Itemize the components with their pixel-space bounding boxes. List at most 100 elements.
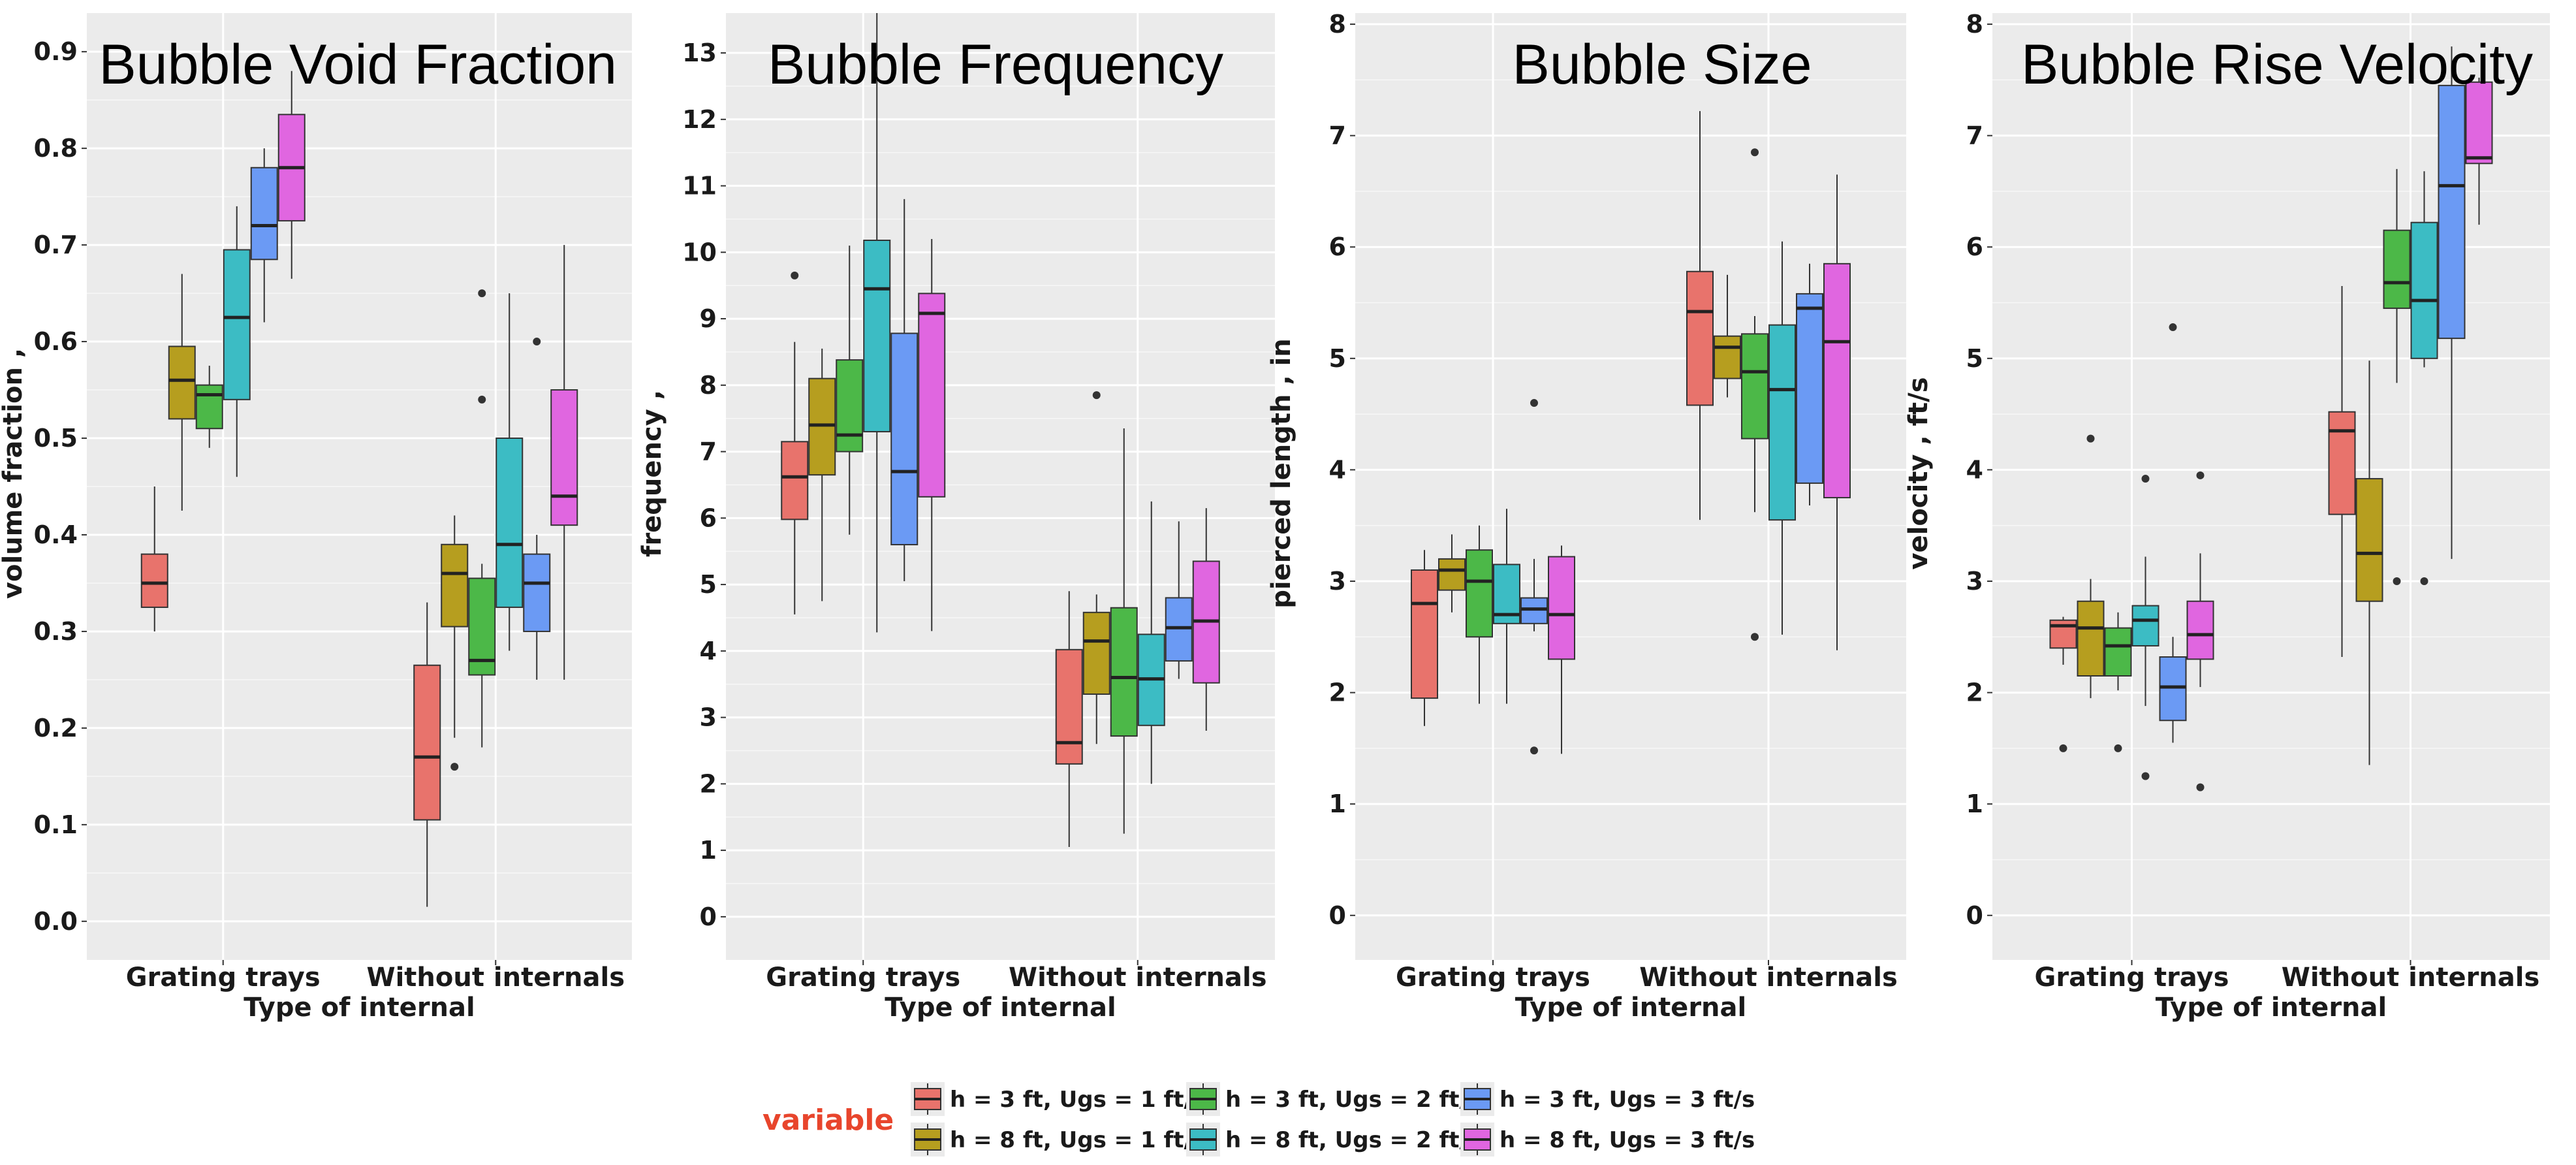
box-iqr bbox=[1741, 333, 1768, 439]
box-iqr bbox=[523, 553, 551, 632]
legend-title: variable bbox=[762, 1104, 894, 1137]
y-tick-label: 0.6 bbox=[34, 327, 78, 356]
box-4-without-internals bbox=[2410, 171, 2438, 585]
outlier-point bbox=[2086, 434, 2095, 443]
panel-title: Bubble Frequency bbox=[768, 33, 1223, 96]
legend-entry: h = 8 ft, Ugs = 3 ft/s bbox=[1460, 1123, 1755, 1157]
box-iqr bbox=[441, 543, 469, 628]
box-4-without-internals bbox=[1137, 501, 1165, 784]
outlier-point bbox=[1751, 633, 1759, 641]
chart-panel-1: 0.0 0.1 0.2 0.3 0.4 0.5 0.6 0.7 0.8 0.9 Grating tr… bbox=[0, 13, 632, 1023]
box-iqr bbox=[1520, 597, 1548, 624]
y-tick-label: 7 bbox=[1966, 121, 1983, 150]
box-iqr bbox=[2186, 600, 2214, 660]
chart-panel-3: 0 1 2 3 4 5 6 7 8 Grating trays Without internals B… bbox=[1266, 10, 1906, 1023]
y-tick-label: 4 bbox=[1966, 455, 1983, 484]
y-tick-label: 0.0 bbox=[34, 907, 78, 936]
box-iqr bbox=[195, 384, 223, 430]
box-3-without-internals bbox=[468, 289, 496, 748]
outlier-point bbox=[1092, 391, 1101, 400]
box-iqr bbox=[918, 293, 946, 498]
box-6-without-internals bbox=[1823, 174, 1851, 650]
box-1-without-internals bbox=[2328, 285, 2356, 657]
box-iqr bbox=[250, 167, 278, 261]
box-iqr bbox=[2410, 221, 2438, 359]
y-tick-label: 0 bbox=[1329, 901, 1346, 930]
box-2-without-internals bbox=[1714, 274, 1741, 398]
box-6-grating-trays bbox=[918, 238, 946, 631]
outlier-point bbox=[1530, 399, 1538, 407]
box-2-grating-trays bbox=[168, 274, 196, 511]
box-3-without-internals bbox=[2383, 168, 2411, 585]
box-iqr bbox=[808, 377, 836, 476]
box-iqr bbox=[863, 240, 891, 433]
x-tick-label: Grating trays bbox=[1396, 963, 1590, 993]
y-tick-label: 8 bbox=[1329, 10, 1346, 39]
y-tick-label: 0 bbox=[700, 902, 717, 931]
x-axis-label: Type of internal bbox=[2156, 993, 2387, 1023]
x-tick-label: Without internals bbox=[366, 963, 625, 993]
box-5-without-internals bbox=[1165, 521, 1193, 679]
box-iqr bbox=[550, 389, 578, 526]
legend-entry: h = 8 ft, Ugs = 1 ft/s bbox=[911, 1123, 1205, 1157]
box-4-without-internals bbox=[1768, 241, 1796, 635]
y-tick-label: 5 bbox=[1966, 344, 1983, 373]
y-tick-label: 2 bbox=[1966, 678, 1983, 707]
box-iqr bbox=[2131, 605, 2160, 646]
y-tick-label: 2 bbox=[700, 769, 717, 798]
box-iqr bbox=[2383, 229, 2411, 310]
y-tick-label: 10 bbox=[682, 238, 717, 266]
box-2-without-internals bbox=[1082, 391, 1110, 744]
box-3-grating-trays bbox=[836, 246, 864, 535]
x-tick-label: Without internals bbox=[2282, 963, 2540, 993]
y-tick-label: 1 bbox=[1329, 790, 1346, 818]
box-iqr bbox=[836, 359, 864, 453]
legend-label: h = 8 ft, Ugs = 1 ft/s bbox=[950, 1127, 1205, 1153]
y-tick-label: 3 bbox=[700, 703, 717, 732]
y-tick-label: 3 bbox=[1966, 567, 1983, 596]
y-axis-label: volume fraction , bbox=[0, 348, 28, 599]
y-axis-label: velocity , ft/s bbox=[1904, 377, 1934, 570]
box-iqr bbox=[2328, 411, 2356, 515]
box-6-without-internals bbox=[1192, 508, 1220, 731]
outlier-point bbox=[1530, 746, 1538, 755]
y-tick-label: 7 bbox=[700, 438, 717, 466]
box-1-grating-trays bbox=[1411, 550, 1438, 726]
outlier-point bbox=[2169, 323, 2177, 332]
outlier-point bbox=[2196, 783, 2205, 791]
y-tick-label: 5 bbox=[700, 570, 717, 599]
box-iqr bbox=[1110, 607, 1138, 737]
outlier-point bbox=[478, 395, 486, 404]
legend-label: h = 8 ft, Ugs = 2 ft/s bbox=[1225, 1127, 1481, 1153]
box-6-grating-trays bbox=[277, 71, 306, 279]
x-axis-label: Type of internal bbox=[243, 993, 475, 1023]
y-tick-label: 9 bbox=[700, 304, 717, 333]
box-iqr bbox=[1768, 324, 1796, 521]
box-3-grating-trays bbox=[1466, 525, 1493, 704]
outlier-point bbox=[2420, 577, 2428, 585]
box-iqr bbox=[1466, 549, 1493, 638]
box-iqr bbox=[1082, 611, 1110, 695]
outlier-point bbox=[2141, 772, 2150, 780]
box-2-without-internals bbox=[2355, 360, 2383, 765]
y-tick-label: 6 bbox=[1329, 232, 1346, 261]
box-5-without-internals bbox=[1796, 263, 1823, 505]
box-2-grating-trays bbox=[2077, 434, 2105, 699]
box-iqr bbox=[781, 441, 809, 520]
box-3-without-internals bbox=[1110, 428, 1138, 834]
x-axis-label: Type of internal bbox=[885, 993, 1116, 1023]
box-6-without-internals bbox=[550, 245, 578, 680]
outlier-point bbox=[533, 338, 541, 346]
box-iqr bbox=[1796, 293, 1823, 484]
box-iqr bbox=[168, 345, 196, 420]
y-tick-label: 0.8 bbox=[34, 134, 78, 163]
x-tick-label: Without internals bbox=[1639, 963, 1898, 993]
y-tick-label: 0.4 bbox=[34, 520, 78, 549]
y-tick-label: 5 bbox=[1329, 344, 1346, 373]
box-iqr bbox=[1411, 569, 1438, 699]
x-tick-label: Without internals bbox=[1009, 963, 1267, 993]
y-tick-label: 0.5 bbox=[34, 424, 78, 453]
legend-entry: h = 3 ft, Ugs = 2 ft/s bbox=[1186, 1082, 1481, 1116]
y-axis-label: pierced length , in bbox=[1266, 338, 1296, 608]
